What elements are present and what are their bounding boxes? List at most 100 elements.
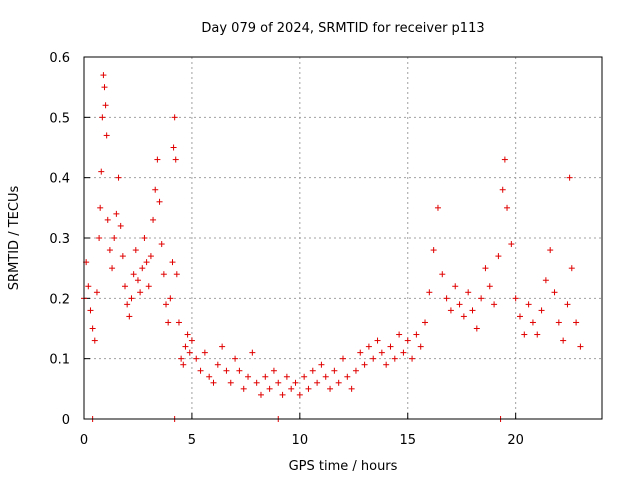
data-point bbox=[240, 385, 247, 392]
data-point bbox=[223, 367, 230, 374]
data-point bbox=[391, 355, 398, 362]
data-point bbox=[139, 265, 146, 272]
data-point bbox=[352, 367, 359, 374]
data-point bbox=[253, 379, 260, 386]
data-point bbox=[214, 361, 221, 368]
data-point bbox=[132, 247, 139, 254]
data-point bbox=[335, 379, 342, 386]
data-point bbox=[370, 355, 377, 362]
y-tick-label: 0 bbox=[62, 413, 70, 428]
data-point bbox=[98, 168, 105, 175]
data-point bbox=[93, 289, 100, 296]
data-point bbox=[283, 373, 290, 380]
data-point bbox=[478, 295, 485, 302]
data-point bbox=[141, 235, 148, 241]
data-point bbox=[193, 355, 200, 362]
data-point bbox=[495, 253, 502, 260]
data-point bbox=[555, 319, 562, 326]
data-point bbox=[378, 349, 385, 356]
data-point bbox=[443, 295, 450, 302]
data-point bbox=[128, 295, 135, 302]
data-point bbox=[219, 343, 226, 350]
data-point bbox=[126, 313, 133, 320]
data-point bbox=[538, 307, 545, 314]
data-point bbox=[318, 361, 325, 368]
data-point bbox=[473, 325, 480, 332]
data-point bbox=[165, 319, 172, 326]
data-point bbox=[486, 283, 493, 290]
data-point bbox=[525, 301, 532, 308]
data-point bbox=[396, 331, 403, 338]
data-point bbox=[361, 361, 368, 368]
data-point bbox=[113, 210, 120, 217]
data-point bbox=[516, 313, 523, 320]
data-point bbox=[387, 343, 394, 350]
data-point bbox=[400, 349, 407, 356]
data-point bbox=[430, 247, 437, 254]
data-point bbox=[564, 301, 571, 308]
chart-title: Day 079 of 2024, SRMTID for receiver p11… bbox=[201, 21, 484, 36]
data-point bbox=[452, 283, 459, 290]
data-point bbox=[501, 156, 508, 163]
data-point bbox=[158, 241, 165, 248]
data-point bbox=[560, 337, 567, 344]
data-point bbox=[124, 301, 131, 308]
data-point bbox=[270, 367, 277, 374]
data-point bbox=[172, 156, 179, 163]
x-tick-label: 0 bbox=[80, 433, 88, 448]
data-point bbox=[551, 289, 558, 296]
data-point bbox=[465, 289, 472, 296]
x-tick-label: 15 bbox=[399, 433, 416, 448]
data-point bbox=[413, 331, 420, 338]
data-point bbox=[97, 204, 104, 211]
data-point bbox=[245, 373, 252, 380]
data-point bbox=[344, 373, 351, 380]
y-tick-label: 0.3 bbox=[49, 232, 70, 247]
data-point bbox=[99, 114, 106, 121]
data-point bbox=[577, 343, 584, 350]
data-point bbox=[512, 295, 519, 302]
data-point bbox=[232, 355, 239, 362]
data-point bbox=[404, 337, 411, 344]
data-point bbox=[167, 295, 174, 302]
data-point bbox=[292, 379, 299, 386]
data-point bbox=[143, 259, 150, 266]
data-point bbox=[134, 277, 141, 284]
data-point bbox=[434, 204, 441, 211]
data-point bbox=[340, 355, 346, 362]
data-point bbox=[439, 271, 446, 278]
data-point bbox=[150, 216, 157, 223]
data-point bbox=[288, 385, 295, 392]
x-tick-label: 5 bbox=[188, 433, 196, 448]
data-point bbox=[249, 349, 256, 356]
data-point bbox=[301, 373, 308, 380]
data-point bbox=[111, 235, 118, 241]
data-point bbox=[178, 355, 185, 362]
data-point bbox=[170, 144, 177, 151]
data-point bbox=[275, 379, 282, 386]
data-point bbox=[173, 271, 180, 278]
data-point bbox=[145, 283, 152, 290]
data-point bbox=[409, 355, 416, 362]
data-point bbox=[152, 186, 159, 193]
data-point bbox=[109, 265, 116, 272]
data-point bbox=[348, 385, 355, 392]
data-point bbox=[482, 265, 489, 272]
data-point bbox=[184, 331, 191, 338]
data-point bbox=[331, 367, 338, 374]
data-point bbox=[115, 174, 122, 181]
data-point bbox=[96, 235, 103, 241]
data-point bbox=[160, 271, 167, 278]
data-point bbox=[314, 379, 321, 386]
data-point bbox=[542, 277, 549, 284]
data-point bbox=[573, 319, 580, 326]
data-point bbox=[106, 247, 113, 254]
y-tick-label: 0.6 bbox=[49, 51, 70, 66]
data-point bbox=[188, 337, 195, 344]
x-axis-label: GPS time / hours bbox=[289, 459, 398, 474]
data-point bbox=[186, 349, 193, 356]
data-point bbox=[169, 259, 176, 266]
data-point bbox=[521, 331, 528, 338]
data-point bbox=[175, 319, 182, 326]
data-point bbox=[327, 385, 334, 392]
